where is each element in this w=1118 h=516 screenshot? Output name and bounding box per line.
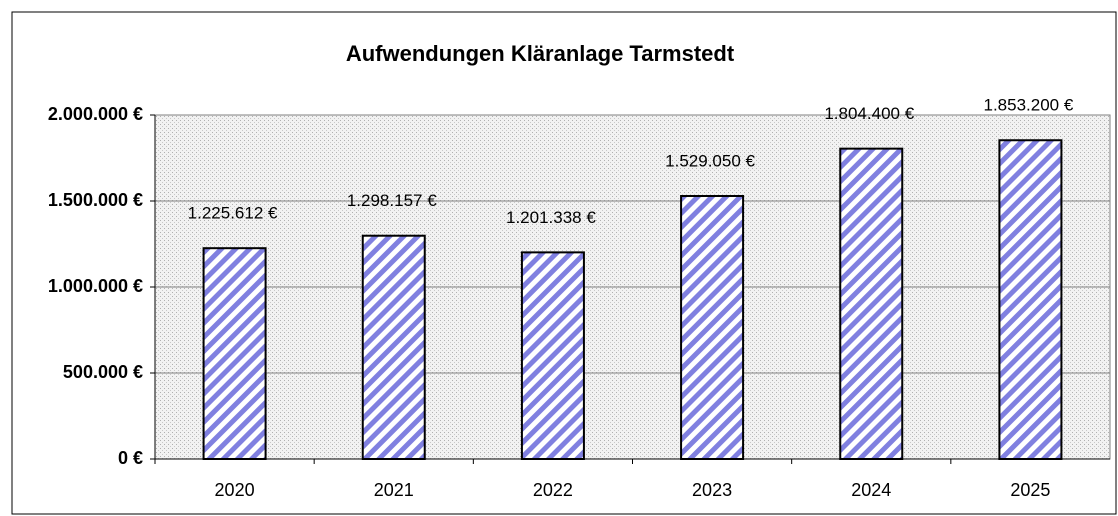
- y-tick-label: 1.000.000 €: [48, 276, 143, 296]
- bar: [361, 234, 426, 460]
- value-label: 1.298.157 €: [347, 191, 437, 210]
- bar: [202, 247, 267, 460]
- value-label: 1.225.612 €: [188, 204, 278, 223]
- x-tick-label: 2020: [215, 480, 255, 500]
- x-tick-label: 2025: [1010, 480, 1050, 500]
- value-label: 1.804.400 €: [824, 104, 914, 123]
- bar: [520, 251, 585, 460]
- y-tick-label: 0 €: [118, 448, 143, 468]
- x-tick-label: 2024: [851, 480, 891, 500]
- chart-title: Aufwendungen Kläranlage Tarmstedt: [346, 41, 735, 66]
- value-label: 1.853.200 €: [984, 96, 1074, 115]
- x-tick-label: 2022: [533, 480, 573, 500]
- y-tick-label: 500.000 €: [63, 362, 143, 382]
- x-tick-label: 2023: [692, 480, 732, 500]
- value-label: 1.201.338 €: [506, 208, 596, 227]
- value-label: 1.529.050 €: [665, 151, 755, 170]
- x-tick-label: 2021: [374, 480, 414, 500]
- y-tick-label: 2.000.000 €: [48, 104, 143, 124]
- bar: [998, 139, 1063, 460]
- bar: [680, 195, 745, 461]
- y-tick-label: 1.500.000 €: [48, 190, 143, 210]
- bar: [839, 147, 904, 461]
